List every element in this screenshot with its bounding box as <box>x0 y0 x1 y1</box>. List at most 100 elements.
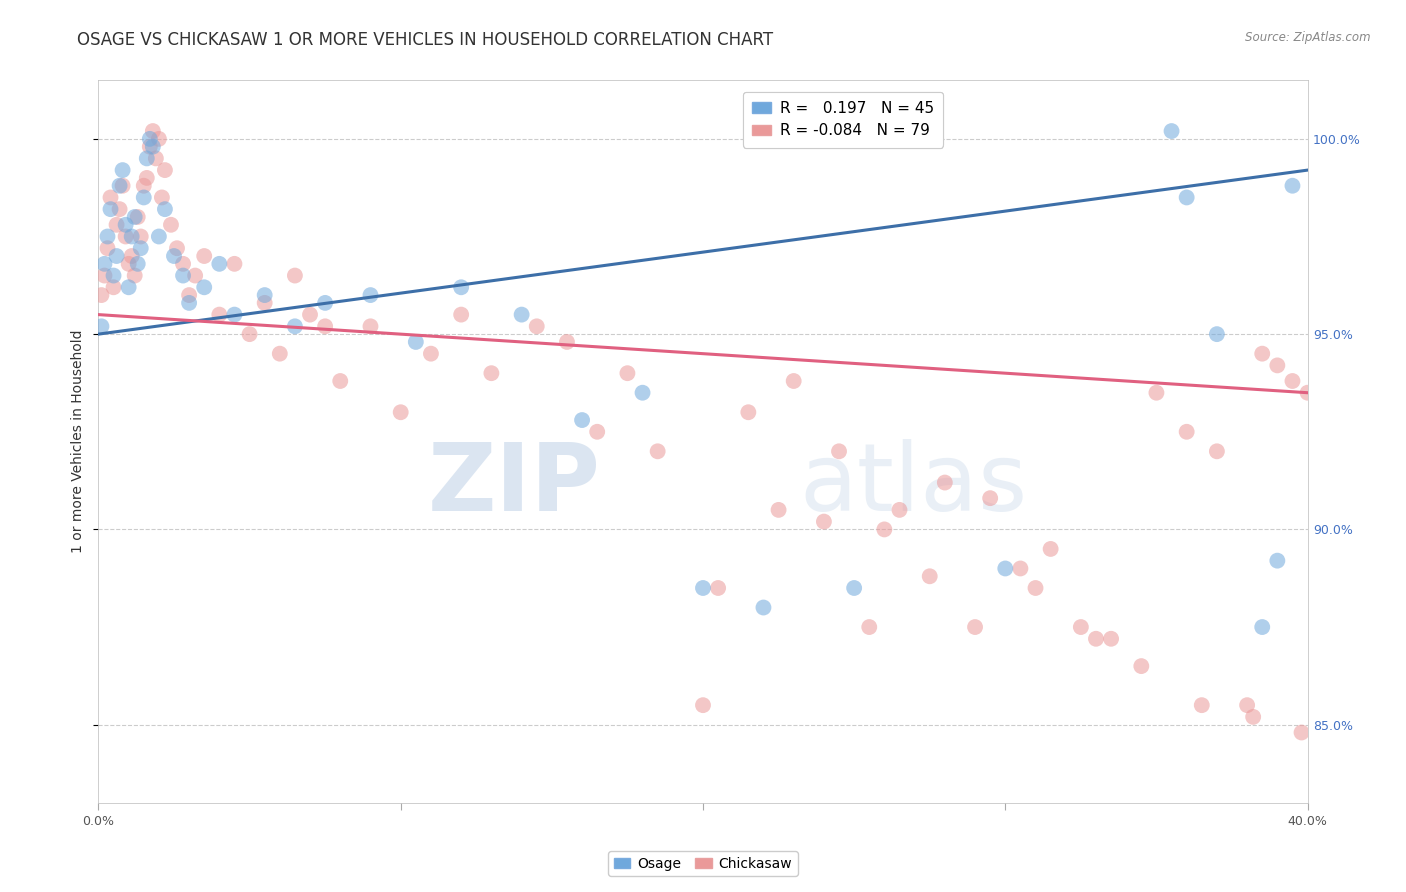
Point <box>111 178 134 193</box>
Point <box>96 241 118 255</box>
Text: Source: ZipAtlas.com: Source: ZipAtlas.com <box>1246 31 1371 45</box>
Point <box>114 229 136 244</box>
Point <box>616 366 638 380</box>
Text: OSAGE VS CHICKASAW 1 OR MORE VEHICLES IN HOUSEHOLD CORRELATION CHART: OSAGE VS CHICKASAW 1 OR MORE VEHICLES IN… <box>77 31 773 49</box>
Point <box>253 296 276 310</box>
Point <box>828 444 851 458</box>
Point <box>105 218 128 232</box>
Point <box>873 523 896 537</box>
Point <box>153 202 176 216</box>
Point <box>526 319 548 334</box>
Point <box>1146 385 1168 400</box>
Point <box>1024 581 1046 595</box>
Point <box>179 288 201 302</box>
Point <box>121 249 143 263</box>
Point <box>96 229 118 244</box>
Point <box>1175 190 1198 204</box>
Point <box>481 366 503 380</box>
Point <box>142 139 165 153</box>
Point <box>571 413 593 427</box>
Point <box>586 425 609 439</box>
Point <box>1281 374 1303 388</box>
Point <box>121 229 143 244</box>
Point <box>132 190 155 204</box>
Point <box>647 444 669 458</box>
Point <box>692 698 714 713</box>
Point <box>844 581 866 595</box>
Point <box>129 229 152 244</box>
Point <box>450 280 472 294</box>
Point <box>1206 327 1229 342</box>
Point <box>420 346 443 360</box>
Point <box>1130 659 1153 673</box>
Point <box>934 475 956 490</box>
Point <box>193 280 215 294</box>
Point <box>148 229 170 244</box>
Point <box>193 249 215 263</box>
Point <box>752 600 775 615</box>
Point <box>114 218 136 232</box>
Legend: R =   0.197   N = 45, R = -0.084   N = 79: R = 0.197 N = 45, R = -0.084 N = 79 <box>744 92 943 147</box>
Point <box>100 202 122 216</box>
Point <box>103 280 125 294</box>
Point <box>1010 561 1032 575</box>
Point <box>692 581 714 595</box>
Point <box>166 241 188 255</box>
Point <box>889 503 911 517</box>
Point <box>184 268 207 283</box>
Point <box>90 319 112 334</box>
Point <box>329 374 352 388</box>
Point <box>1206 444 1229 458</box>
Point <box>360 288 382 302</box>
Point <box>314 319 336 334</box>
Point <box>737 405 759 419</box>
Point <box>135 170 157 185</box>
Point <box>172 268 194 283</box>
Point <box>118 280 141 294</box>
Point <box>284 319 307 334</box>
Point <box>148 132 170 146</box>
Point <box>90 288 112 302</box>
Point <box>127 210 149 224</box>
Point <box>450 308 472 322</box>
Point <box>389 405 412 419</box>
Point <box>510 308 533 322</box>
Point <box>139 139 162 153</box>
Point <box>103 268 125 283</box>
Point <box>360 319 382 334</box>
Point <box>135 152 157 166</box>
Point <box>1251 346 1274 360</box>
Point <box>1070 620 1092 634</box>
Point <box>253 288 276 302</box>
Point <box>224 308 246 322</box>
Point <box>127 257 149 271</box>
Point <box>1267 554 1289 568</box>
Point <box>124 268 146 283</box>
Text: ZIP: ZIP <box>427 439 600 531</box>
Point <box>163 249 186 263</box>
Point <box>1175 425 1198 439</box>
Text: atlas: atlas <box>800 439 1028 531</box>
Point <box>314 296 336 310</box>
Point <box>208 257 231 271</box>
Point <box>150 190 173 204</box>
Point <box>93 257 115 271</box>
Point <box>208 308 231 322</box>
Point <box>142 124 165 138</box>
Point <box>1241 710 1264 724</box>
Point <box>105 249 128 263</box>
Point <box>918 569 941 583</box>
Point <box>153 163 176 178</box>
Point <box>1099 632 1122 646</box>
Point <box>1039 541 1062 556</box>
Point <box>224 257 246 271</box>
Point <box>1291 725 1313 739</box>
Point <box>979 491 1001 505</box>
Point <box>965 620 987 634</box>
Point <box>239 327 262 342</box>
Point <box>93 268 115 283</box>
Point <box>1085 632 1108 646</box>
Point <box>1236 698 1258 713</box>
Point <box>768 503 790 517</box>
Point <box>100 190 122 204</box>
